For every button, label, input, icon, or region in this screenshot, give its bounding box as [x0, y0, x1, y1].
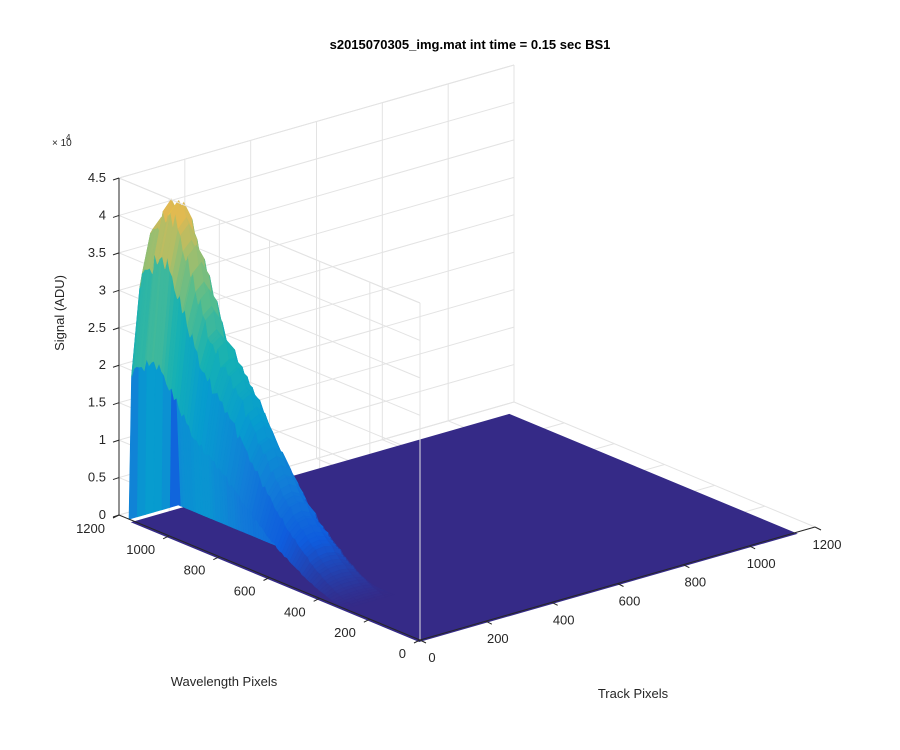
- y-tick: [213, 556, 220, 561]
- z-tick-label: 1: [99, 432, 106, 447]
- box-edge: [118, 64, 515, 179]
- x-tick-label: 400: [553, 612, 575, 627]
- z-tick: [112, 364, 120, 368]
- z-tick: [112, 327, 120, 331]
- z-exponent-power: 4: [66, 133, 71, 142]
- floor-plane: [130, 413, 798, 642]
- z-tick-label: 2.5: [88, 320, 106, 335]
- x-tick-label: 0: [428, 650, 435, 665]
- x-tick: [617, 583, 624, 587]
- surface-floor: [130, 413, 798, 642]
- z-tick-label: 2: [99, 357, 106, 372]
- y-tick-label: 800: [184, 563, 206, 578]
- y-tick-label: 1200: [76, 521, 105, 536]
- z-tick: [112, 477, 120, 481]
- z-axis-label: Signal (ADU): [52, 275, 67, 351]
- x-tick: [419, 639, 427, 644]
- y-axis-label: Wavelength Pixels: [171, 674, 278, 689]
- y-tick: [313, 597, 320, 602]
- z-tick: [112, 214, 120, 218]
- y-tick-label: 600: [234, 584, 256, 599]
- y-tick-label: 200: [334, 625, 356, 640]
- z-tick-label: 0: [99, 507, 106, 522]
- y-tick: [413, 639, 421, 644]
- x-tick-label: 1000: [747, 556, 776, 571]
- z-tick: [112, 252, 120, 256]
- x-tick-label: 1200: [813, 537, 842, 552]
- y-tick: [162, 535, 170, 540]
- y-tick-label: 0: [399, 646, 406, 661]
- x-axis-label: Track Pixels: [598, 686, 669, 701]
- z-tick-label: 1.5: [88, 395, 106, 410]
- z-tick: [112, 439, 120, 443]
- z-tick-label: 3.5: [88, 245, 106, 260]
- x-tick: [748, 545, 756, 550]
- surface-mesh: [128, 198, 396, 610]
- x-tick: [683, 564, 690, 569]
- z-tick-label: 4.5: [88, 170, 106, 185]
- z-tick: [112, 289, 120, 293]
- y-tick: [263, 577, 270, 581]
- y-tick-label: 400: [284, 604, 306, 619]
- z-exponent-base: × 10: [52, 138, 72, 149]
- z-tick: [112, 177, 120, 181]
- box-edge: [118, 177, 421, 304]
- z-tick-label: 4: [99, 207, 106, 222]
- x-tick: [551, 601, 558, 606]
- x-tick: [485, 620, 493, 625]
- x-tick: [814, 526, 822, 531]
- z-tick-label: 3: [99, 282, 106, 297]
- z-tick-label: 0.5: [88, 470, 106, 485]
- tick-labels: 0 0.5 1 1.5 2 2.5 3 3.5 4 4.5 0 200 400 600 800 1000 120…: [76, 170, 841, 665]
- z-tick: [112, 402, 120, 406]
- y-tick: [112, 514, 120, 519]
- y-tick: [363, 618, 371, 623]
- surface-patch: [382, 593, 396, 598]
- x-tick-label: 800: [684, 575, 706, 590]
- chart-title: s2015070305_img.mat int time = 0.15 sec …: [330, 37, 611, 52]
- y-tick-label: 1000: [126, 542, 155, 557]
- x-tick-label: 200: [487, 631, 509, 646]
- grid-line: [118, 101, 515, 216]
- tick-marks: [112, 177, 822, 644]
- x-tick-label: 600: [619, 594, 641, 609]
